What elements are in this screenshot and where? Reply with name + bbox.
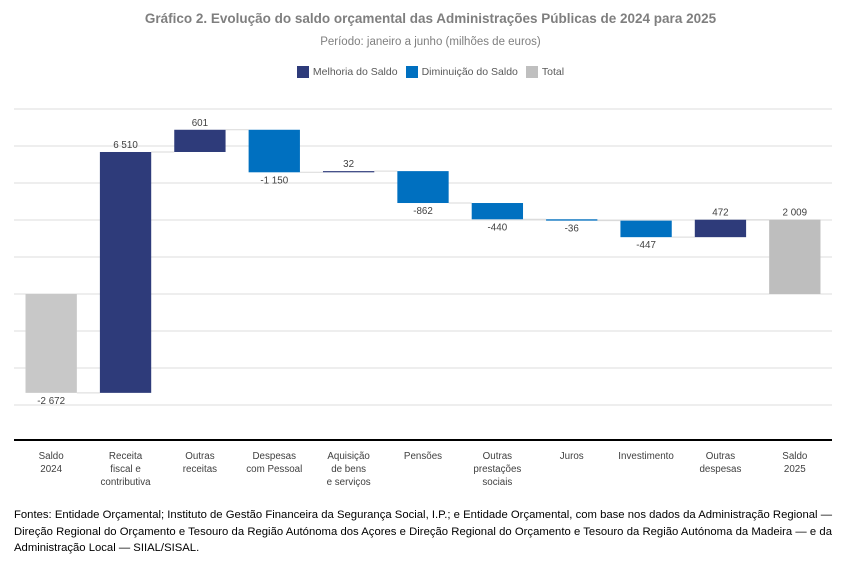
category-label: Saldo 2025 [758, 450, 832, 476]
category-label: Outras prestações sociais [460, 450, 534, 489]
data-label: -2 672 [37, 396, 65, 407]
bar-decrease [546, 219, 598, 221]
bar-increase [99, 151, 152, 393]
category-label: Investimento [609, 450, 683, 463]
category-label: Outras despesas [683, 450, 757, 476]
legend-swatch-total [525, 66, 538, 78]
category-label: Pensões [386, 450, 460, 463]
category-label-line: Outras [482, 451, 513, 462]
category-label-line: Saldo [782, 451, 808, 462]
legend-swatch-decrease [405, 66, 418, 78]
source-note: Fontes: Entidade Orçamental; Instituto d… [14, 509, 832, 554]
category-label-line: e serviços [326, 477, 371, 488]
legend-swatch-increase [296, 66, 309, 78]
legend-label-decrease: Diminuição do Saldo [421, 66, 518, 78]
category-label-line: de bens [331, 464, 367, 475]
chart-title: Gráfico 2. Evolução do saldo orçamental … [144, 11, 717, 26]
bar-decrease [397, 171, 449, 204]
category-label-line: contributiva [100, 477, 151, 488]
category-label-line: Outras [185, 451, 215, 462]
data-label: 32 [343, 159, 354, 170]
bar-decrease [248, 129, 300, 173]
data-label: 472 [712, 208, 728, 219]
data-label: 6 510 [113, 140, 138, 151]
data-label: 601 [192, 118, 208, 129]
data-label: -447 [636, 240, 656, 251]
category-label-line: prestações [473, 464, 522, 475]
category-label-line: 2024 [40, 464, 63, 475]
category-label-line: sociais [482, 477, 513, 488]
category-label-line: Outras [705, 451, 736, 462]
category-label-line: Investimento [618, 451, 674, 462]
category-label: Despesas com Pessoal [237, 450, 311, 476]
data-label: -1 150 [260, 175, 288, 186]
category-label-line: Receita [108, 451, 143, 462]
category-label: Saldo 2024 [14, 450, 88, 476]
chart-subtitle: Período: janeiro a junho (milhões de eur… [320, 36, 541, 48]
data-label: 2 009 [783, 208, 808, 219]
category-label-line: Despesas [252, 451, 297, 462]
legend-label-increase: Melhoria do Saldo [312, 66, 398, 78]
data-label: -440 [488, 222, 508, 233]
data-label: -862 [413, 206, 433, 217]
bar-total [25, 293, 77, 393]
category-label: Juros [535, 450, 609, 463]
category-label-line: Pensões [403, 451, 443, 462]
category-label: Aquisição de bens e serviços [312, 450, 386, 489]
category-label: Receita fiscal e contributiva [89, 450, 163, 489]
category-label-line: receitas [182, 464, 218, 475]
legend-item-decrease: Diminuição do Saldo [405, 66, 518, 78]
legend-item-increase: Melhoria do Saldo [296, 66, 398, 78]
legend: Melhoria do Saldo Diminuição do Saldo To… [0, 66, 861, 78]
bar-decrease [471, 203, 524, 220]
category-label-line: fiscal e [110, 464, 141, 475]
bar-increase [694, 219, 747, 238]
category-label: Outras receitas [163, 450, 237, 476]
legend-label-total: Total [541, 66, 565, 78]
bar-increase [174, 129, 226, 152]
category-label-line: Juros [559, 451, 584, 462]
data-label: -36 [565, 224, 580, 235]
bar-decrease [620, 220, 672, 238]
category-label-line: 2025 [783, 464, 806, 475]
category-label-line: Aquisição [327, 451, 370, 462]
category-label-line: com Pessoal [246, 464, 303, 475]
category-label-line: despesas [699, 464, 742, 475]
bar-increase [322, 171, 375, 173]
waterfall-chart: -2 672 6 510 601 -1 150 32 -862 -440 -36 -447 472… [14, 108, 832, 441]
bar-total [769, 219, 821, 294]
category-label-line: Saldo [38, 451, 64, 462]
legend-item-total: Total [525, 66, 565, 78]
